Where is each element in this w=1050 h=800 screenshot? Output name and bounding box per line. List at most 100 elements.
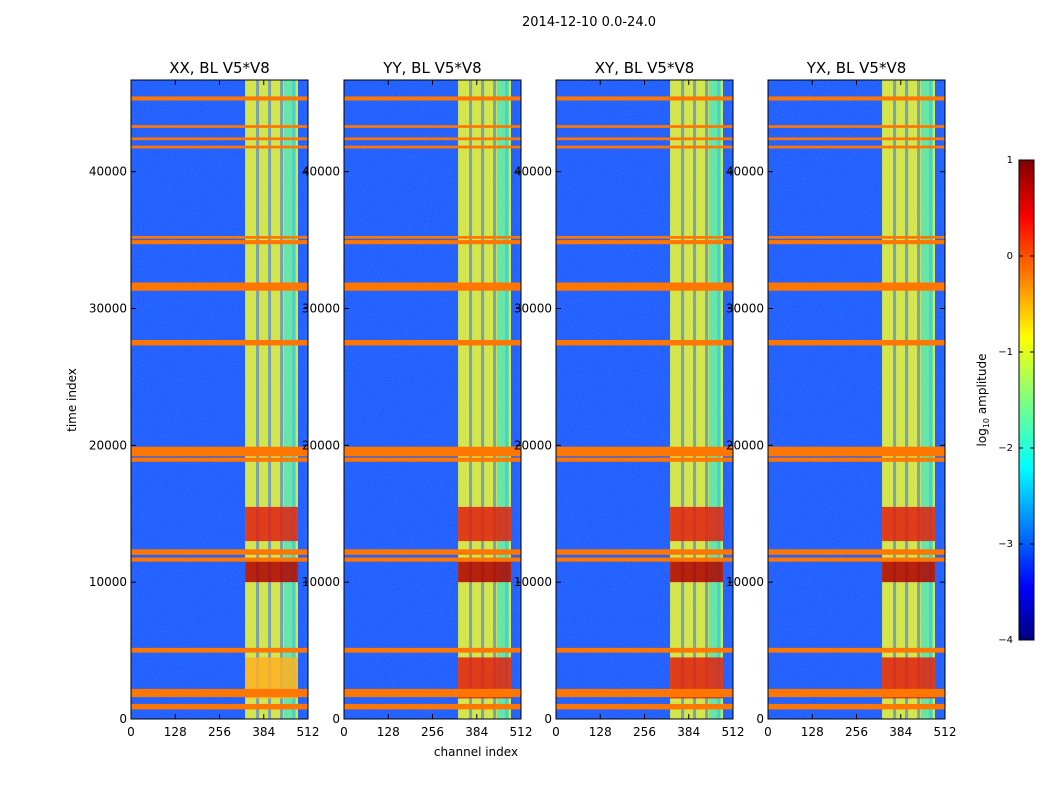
peak-region (670, 561, 723, 583)
flagged-band (131, 703, 308, 710)
y-tick-label: 10000 (514, 575, 552, 589)
flagged-band (131, 282, 308, 291)
x-tick-label: 384 (889, 725, 912, 739)
panel-title: YY, BL V5*V8 (382, 59, 481, 77)
flagged-band (344, 688, 521, 698)
channel-gap (893, 80, 897, 719)
flagged-band (556, 240, 733, 245)
x-tick-label: 512 (510, 725, 533, 739)
channel-gap (256, 80, 260, 719)
flagged-band (344, 339, 521, 346)
flagged-band (344, 703, 521, 710)
peak-region (245, 561, 298, 583)
y-tick-label: 30000 (302, 302, 340, 316)
flagged-band (768, 235, 945, 239)
channel-gap (681, 80, 685, 719)
flagged-band (131, 688, 308, 698)
flagged-band (556, 145, 733, 149)
flagged-band (556, 446, 733, 457)
y-tick-label: 10000 (89, 575, 127, 589)
channel-gap (905, 80, 909, 719)
y-tick-label: 0 (332, 712, 340, 726)
flagged-band (344, 457, 521, 462)
channel-gap (917, 80, 921, 719)
figure-suptitle: 2014-12-10 0.0-24.0 (522, 15, 656, 30)
flagged-band (131, 549, 308, 555)
flagged-band (344, 145, 521, 149)
flagged-band (556, 125, 733, 128)
peak-region (245, 506, 298, 542)
flagged-band (768, 339, 945, 346)
colorbar-label: log10 amplitude (975, 354, 991, 447)
peak-region (882, 561, 935, 583)
panel-title: XX, BL V5*V8 (169, 59, 270, 77)
panel-xy: XY, BL V5*V8 0 128 256 384 512 0 10000 20000 3000… (514, 59, 745, 739)
flagged-band (556, 282, 733, 291)
colorbar-tick-label: −4 (998, 635, 1013, 646)
colorbar-gradient (1018, 159, 1035, 641)
flagged-band (768, 557, 945, 562)
channel-gap (268, 80, 272, 719)
panel-yx: YX, BL V5*V8 0 128 256 384 512 0 10000 20000 3000… (726, 59, 957, 739)
x-tick-label: 0 (552, 725, 560, 739)
y-tick-label: 30000 (89, 302, 127, 316)
flagged-band (768, 446, 945, 457)
panel-xx: XX, BL V5*V8 0 128 256 384 512 0 10000 20000 3000… (89, 59, 320, 739)
edge-channel (497, 80, 509, 719)
channel-gap (517, 80, 521, 719)
x-tick-label: 512 (722, 725, 745, 739)
flagged-band (344, 549, 521, 555)
x-tick-label: 384 (252, 725, 275, 739)
flagged-band (131, 457, 308, 462)
flagged-band (131, 145, 308, 149)
x-tick-label: 384 (677, 725, 700, 739)
x-tick-label: 0 (127, 725, 135, 739)
channel-gap (493, 80, 497, 719)
flagged-band (131, 647, 308, 653)
flagged-band (131, 125, 308, 128)
y-tick-label: 0 (119, 712, 127, 726)
colorbar-label-prefix: log (975, 428, 989, 446)
flagged-band (556, 647, 733, 653)
flagged-band (344, 96, 521, 101)
colorbar-tick-label: 0 (1007, 251, 1013, 262)
y-tick-label: 0 (756, 712, 764, 726)
channel-gap (705, 80, 709, 719)
panel-yy: YY, BL V5*V8 0 128 256 384 512 0 10000 20000 3000… (302, 59, 533, 739)
y-axis-label: time index (65, 368, 79, 432)
flagged-band (768, 96, 945, 101)
y-tick-label: 40000 (302, 165, 340, 179)
flagged-band (131, 235, 308, 239)
flagged-band (768, 145, 945, 149)
y-tick-label: 20000 (726, 438, 764, 452)
x-tick-label: 128 (801, 725, 824, 739)
colorbar-tick-label: −3 (998, 539, 1013, 550)
flagged-band (768, 549, 945, 555)
peak-region (670, 506, 723, 542)
edge-channel (284, 80, 296, 719)
edge-channel (709, 80, 721, 719)
y-tick-label: 20000 (514, 438, 552, 452)
flagged-band (556, 457, 733, 462)
x-tick-label: 512 (297, 725, 320, 739)
flagged-band (768, 282, 945, 291)
flagged-band (131, 339, 308, 346)
x-tick-label: 128 (377, 725, 400, 739)
flagged-band (556, 235, 733, 239)
colorbar-tick-label: −1 (998, 347, 1013, 358)
panel-title: XY, BL V5*V8 (595, 59, 695, 77)
x-tick-label: 256 (421, 725, 444, 739)
panel-title: YX, BL V5*V8 (806, 59, 907, 77)
flagged-band (556, 688, 733, 698)
x-tick-label: 0 (764, 725, 772, 739)
x-tick-label: 0 (340, 725, 348, 739)
x-axis-label: channel index (434, 745, 518, 759)
flagged-band (344, 647, 521, 653)
peak-region (882, 506, 935, 542)
flagged-band (344, 240, 521, 245)
y-tick-label: 0 (544, 712, 552, 726)
x-tick-label: 256 (633, 725, 656, 739)
y-tick-label: 40000 (89, 165, 127, 179)
y-tick-label: 10000 (302, 575, 340, 589)
